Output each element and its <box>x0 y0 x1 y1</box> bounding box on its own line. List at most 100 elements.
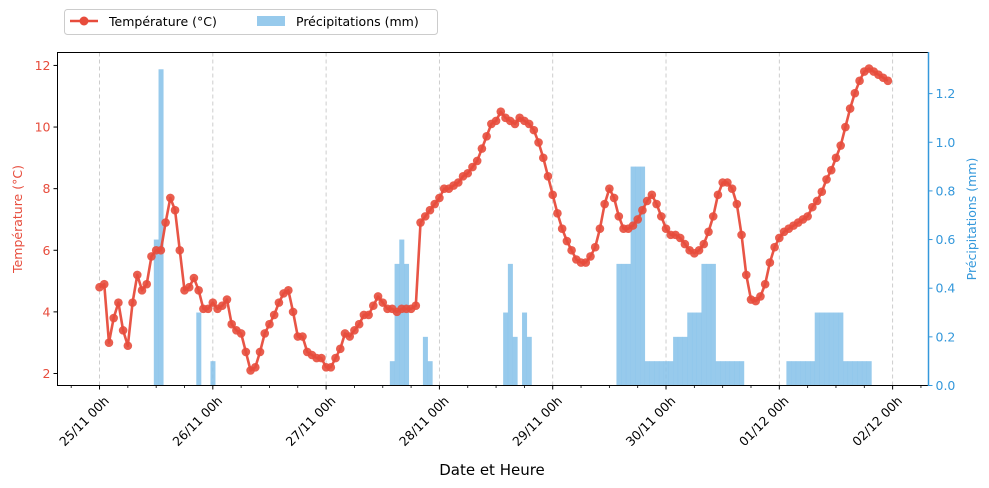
temperature-point <box>737 230 746 240</box>
temperature-point <box>756 292 765 301</box>
precipitation-bar <box>640 166 646 386</box>
precipitation-bar <box>715 361 721 386</box>
precipitation-bar <box>786 361 792 386</box>
temperature-point <box>435 193 444 203</box>
x-tick-label: 02/12 00h <box>849 393 905 449</box>
x-tick-label: 28/11 00h <box>396 393 452 449</box>
temperature-point <box>335 344 345 354</box>
precipitation-bar <box>691 312 698 386</box>
y-axis-right: 0.0 0.2 0.4 0.6 0.8 1.0 1.2 <box>928 86 956 393</box>
precipitation-bar <box>654 361 660 386</box>
temperature-point <box>104 338 114 347</box>
temperature-point <box>803 212 812 221</box>
temperature-point <box>529 125 539 135</box>
temperature-point <box>605 184 614 193</box>
temperature-point <box>524 119 534 129</box>
y-right-tick-label: 0.0 <box>936 378 956 393</box>
precipitation-bar <box>196 312 202 386</box>
temperature-point <box>118 326 128 335</box>
temperature-point <box>350 326 359 335</box>
temperature-point <box>425 205 435 215</box>
precipitation-bar <box>795 361 801 386</box>
x-axis-label: Date et Heure <box>439 461 545 479</box>
temperature-point <box>732 199 742 209</box>
precipitation-bar <box>427 361 433 386</box>
temperature-point <box>661 224 671 234</box>
precipitation-bar <box>843 361 849 386</box>
temperature-point <box>723 178 732 187</box>
precipitation-bar <box>800 361 806 386</box>
temperature-point <box>845 104 855 113</box>
temperature-point <box>831 153 841 163</box>
temperature-point <box>708 212 718 221</box>
temperature-point <box>595 224 605 234</box>
precipitation-bar <box>644 361 650 386</box>
precipitation-bar <box>729 361 735 386</box>
temperature-point <box>850 88 860 98</box>
temperature-point <box>269 310 279 320</box>
y-left-tick-label: 8 <box>43 181 51 196</box>
temperature-point <box>284 286 293 295</box>
temperature-point <box>411 301 421 311</box>
x-tick-label: 29/11 00h <box>509 393 565 449</box>
precipitation-bar <box>625 263 631 386</box>
temperature-point <box>680 239 690 249</box>
temperature-point <box>454 178 463 187</box>
temperature-point <box>694 245 704 255</box>
temperature-point <box>538 153 548 163</box>
temperature-point <box>562 236 572 246</box>
precipitation-bar <box>701 263 707 386</box>
temperature-point <box>420 212 430 221</box>
temperature-series <box>95 64 893 375</box>
temperature-point <box>208 298 218 307</box>
temperature-point <box>510 119 520 129</box>
temperature-point <box>704 227 713 237</box>
precipitation-bar <box>725 361 731 386</box>
precipitation-bar <box>682 336 688 386</box>
temperature-point <box>241 347 251 357</box>
temperature-point <box>331 353 340 363</box>
precipitation-bar <box>852 361 858 386</box>
temperature-point <box>656 212 666 221</box>
precipitation-bar <box>158 69 164 386</box>
y-left-tick-label: 6 <box>43 243 51 258</box>
temperature-point <box>855 76 864 86</box>
precipitation-bar <box>210 361 216 386</box>
temperature-point <box>260 329 270 338</box>
temperature-point <box>430 199 439 209</box>
temperature-point <box>463 168 473 178</box>
precipitation-bar <box>668 361 674 386</box>
temperature-point <box>184 282 194 292</box>
temperature-point <box>609 193 619 203</box>
y-axis-left-label: Température (°C) <box>10 165 25 274</box>
temperature-point <box>826 165 836 175</box>
temperature-point <box>727 184 737 193</box>
temperature-point <box>416 218 425 227</box>
temperature-point <box>600 199 609 209</box>
y-axis-left: 2 4 6 8 10 12 <box>35 58 58 381</box>
temperature-point <box>652 199 661 209</box>
precipitation-bar <box>847 361 853 386</box>
precipitation-bar <box>791 361 797 386</box>
temperature-point <box>675 233 685 243</box>
precipitation-bar <box>861 361 867 386</box>
temperature-point <box>132 270 142 280</box>
y-left-tick-label: 2 <box>43 366 51 381</box>
temperature-point <box>642 196 652 206</box>
precipitation-bar <box>706 263 712 386</box>
precipitation-bar <box>720 361 726 386</box>
precipitation-bar <box>404 263 410 386</box>
temperature-point <box>317 353 326 363</box>
temperature-point <box>161 218 170 227</box>
y-right-tick-label: 0.4 <box>936 281 956 296</box>
temperature-point <box>288 307 298 317</box>
temperature-point <box>142 279 152 289</box>
y-right-tick-label: 0.8 <box>936 183 956 198</box>
temperature-point <box>543 172 553 181</box>
temperature-point <box>699 239 709 249</box>
temperature-point <box>175 245 185 255</box>
precipitation-bar <box>805 361 811 386</box>
precipitation-bar <box>507 263 513 386</box>
precipitation-bar <box>522 312 528 386</box>
